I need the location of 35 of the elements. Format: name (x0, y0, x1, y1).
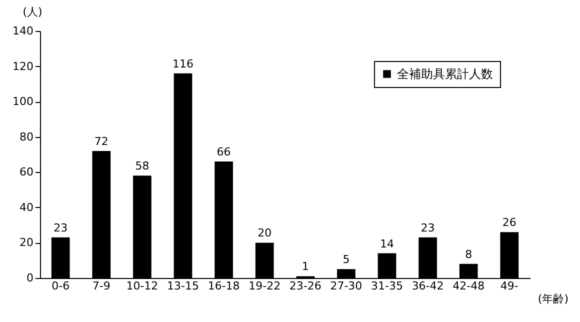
y-tick-label: 0 (26, 272, 34, 284)
x-tick-label: 13-15 (167, 280, 199, 292)
x-tick-label: 19-22 (248, 280, 281, 292)
data-label: 26 (502, 216, 516, 230)
data-label: 23 (420, 221, 435, 234)
data-label: 14 (380, 237, 394, 250)
y-tick-label: 60 (20, 166, 34, 179)
x-tick-label: 23-26 (289, 280, 322, 292)
data-label: 58 (135, 160, 150, 173)
y-axis-title: (人) (22, 6, 42, 18)
x-tick-label: 27-30 (330, 280, 362, 292)
x-tick-label: 16-18 (208, 280, 240, 292)
data-label: 5 (342, 253, 350, 266)
x-tick-label: 7-9 (92, 280, 110, 292)
data-label: 1 (302, 260, 309, 274)
y-tick-label: 40 (20, 200, 34, 214)
x-axis-title: (年齢) (538, 292, 568, 306)
y-tick-label: 80 (20, 130, 34, 144)
data-label: 8 (465, 248, 472, 261)
y-tick-label: 20 (20, 236, 34, 250)
data-label: 72 (94, 134, 108, 148)
x-tick-label: 10-12 (126, 280, 158, 292)
data-label: 20 (258, 226, 272, 240)
x-tick-label: 31-35 (371, 280, 403, 292)
legend-label: 全補助具累計人数 (397, 67, 493, 81)
y-tick-label: 140 (12, 24, 34, 38)
x-tick-label: 42-48 (452, 280, 485, 292)
x-tick-label: 0-6 (52, 280, 70, 292)
y-tick-label: 120 (12, 60, 34, 73)
x-tick-label: 36-42 (412, 280, 444, 292)
y-tick-label: 100 (12, 95, 34, 108)
x-tick-label: 49- (500, 280, 518, 292)
data-label: 66 (216, 146, 231, 159)
data-label: 116 (172, 57, 194, 70)
data-label: 23 (54, 221, 68, 234)
